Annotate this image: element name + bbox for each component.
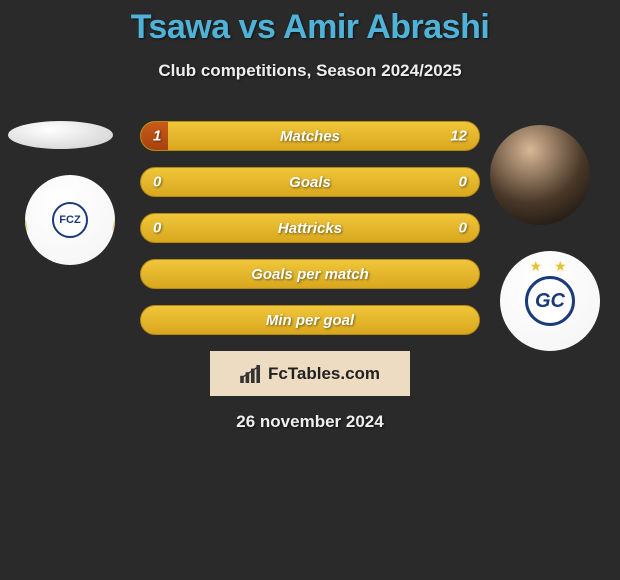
stat-row-min-per-goal: Min per goal [140,305,480,335]
stat-bars: 1 Matches 12 0 Goals 0 0 Hattricks 0 Goa… [140,121,480,335]
stat-label: Min per goal [266,312,354,329]
footer-brand-text: FcTables.com [268,364,380,384]
footer-date: 26 november 2024 [0,412,620,432]
player-left-avatar [8,121,113,149]
chart-icon [240,365,262,383]
star-icon: ★ ★ [525,258,575,275]
stat-label: Goals [289,174,331,191]
stat-left-value: 0 [153,174,161,191]
header: Tsawa vs Amir Abrashi Club competitions,… [0,0,620,81]
stat-row-hattricks: 0 Hattricks 0 [140,213,480,243]
stat-left-value: 1 [153,128,161,145]
team-right-badge-text: GC [525,276,575,326]
footer-brand-box[interactable]: FcTables.com [210,351,410,396]
stat-row-goals: 0 Goals 0 [140,167,480,197]
lion-icon: ♞ [25,204,32,237]
stat-right-value: 12 [450,128,467,145]
team-left-badge-text: FCZ [52,202,88,238]
player-right-avatar [490,125,590,225]
stat-row-matches: 1 Matches 12 [140,121,480,151]
stat-row-goals-per-match: Goals per match [140,259,480,289]
team-right-badge: ★ ★ GC [525,276,575,326]
stat-label: Goals per match [251,266,369,283]
content: ♞ FCZ ♞ ★ ★ GC 1 Matches 12 0 Goals 0 0 … [0,121,620,432]
stat-left-value: 0 [153,220,161,237]
lion-icon: ♞ [108,204,115,237]
stat-label: Matches [280,128,340,145]
stat-right-value: 0 [459,174,467,191]
team-right-logo: ★ ★ GC [500,251,600,351]
stat-right-value: 0 [459,220,467,237]
stat-label: Hattricks [278,220,342,237]
page-title: Tsawa vs Amir Abrashi [0,8,620,47]
page-subtitle: Club competitions, Season 2024/2025 [0,61,620,81]
team-left-logo: ♞ FCZ ♞ [25,175,115,265]
